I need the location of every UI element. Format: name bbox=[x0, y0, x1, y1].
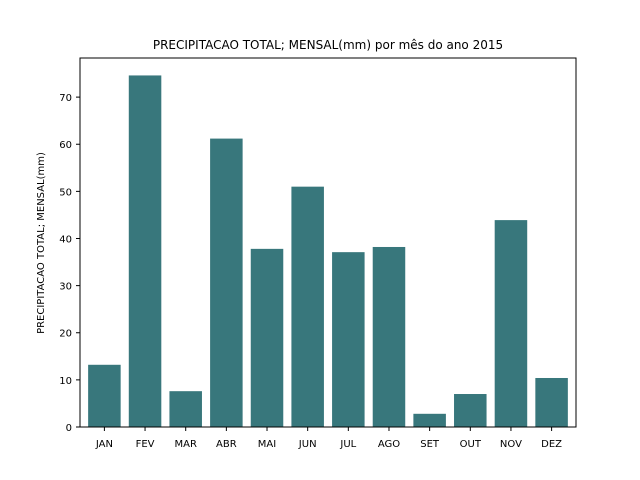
bar-dez bbox=[535, 377, 568, 427]
bars-group bbox=[88, 75, 568, 427]
bar-abr bbox=[210, 138, 243, 427]
y-axis-label: PRECIPITACAO TOTAL; MENSAL(mm) bbox=[36, 152, 47, 334]
bar-fev bbox=[128, 75, 162, 427]
chart-title: PRECIPITACAO TOTAL; MENSAL(mm) por mês d… bbox=[153, 38, 503, 52]
x-tick-label: JUL bbox=[339, 439, 356, 450]
x-tick-label: NOV bbox=[500, 439, 522, 450]
y-tick-label: 0 bbox=[66, 423, 72, 434]
x-tick-label: SET bbox=[420, 439, 440, 450]
x-tick-label: ABR bbox=[216, 439, 237, 450]
y-tick-label: 40 bbox=[59, 234, 72, 245]
y-tick-label: 60 bbox=[59, 140, 72, 151]
bar-mai bbox=[250, 248, 284, 427]
y-tick-label: 10 bbox=[59, 376, 72, 387]
bar-out bbox=[454, 394, 487, 427]
x-tick-label: JAN bbox=[95, 439, 113, 450]
y-tick-label: 20 bbox=[59, 329, 72, 340]
x-tick-label: JUN bbox=[298, 439, 317, 450]
bar-jul bbox=[332, 252, 365, 427]
x-tick-label: FEV bbox=[136, 439, 155, 450]
plot-frame bbox=[79, 57, 577, 428]
x-tick-label: OUT bbox=[460, 439, 482, 450]
y-tick-label: 70 bbox=[59, 93, 72, 104]
bar-jan bbox=[88, 364, 121, 427]
x-tick-label: MAI bbox=[258, 439, 276, 450]
y-tick-label: 30 bbox=[59, 282, 72, 293]
bar-jun bbox=[291, 186, 324, 427]
bar-nov bbox=[494, 220, 528, 427]
bar-mar bbox=[169, 391, 202, 427]
bar-set bbox=[413, 413, 446, 427]
x-axis: JAN FEV MAR ABR MAI JUN JUL AGO SET OUT NOV DEZ bbox=[95, 427, 562, 450]
x-tick-label: MAR bbox=[174, 439, 196, 450]
x-tick-label: AGO bbox=[378, 439, 400, 450]
x-tick-label: DEZ bbox=[541, 439, 562, 450]
bar-ago bbox=[372, 246, 406, 427]
y-axis: 0 10 20 30 40 50 60 70 bbox=[59, 93, 80, 434]
y-tick-label: 50 bbox=[59, 187, 72, 198]
